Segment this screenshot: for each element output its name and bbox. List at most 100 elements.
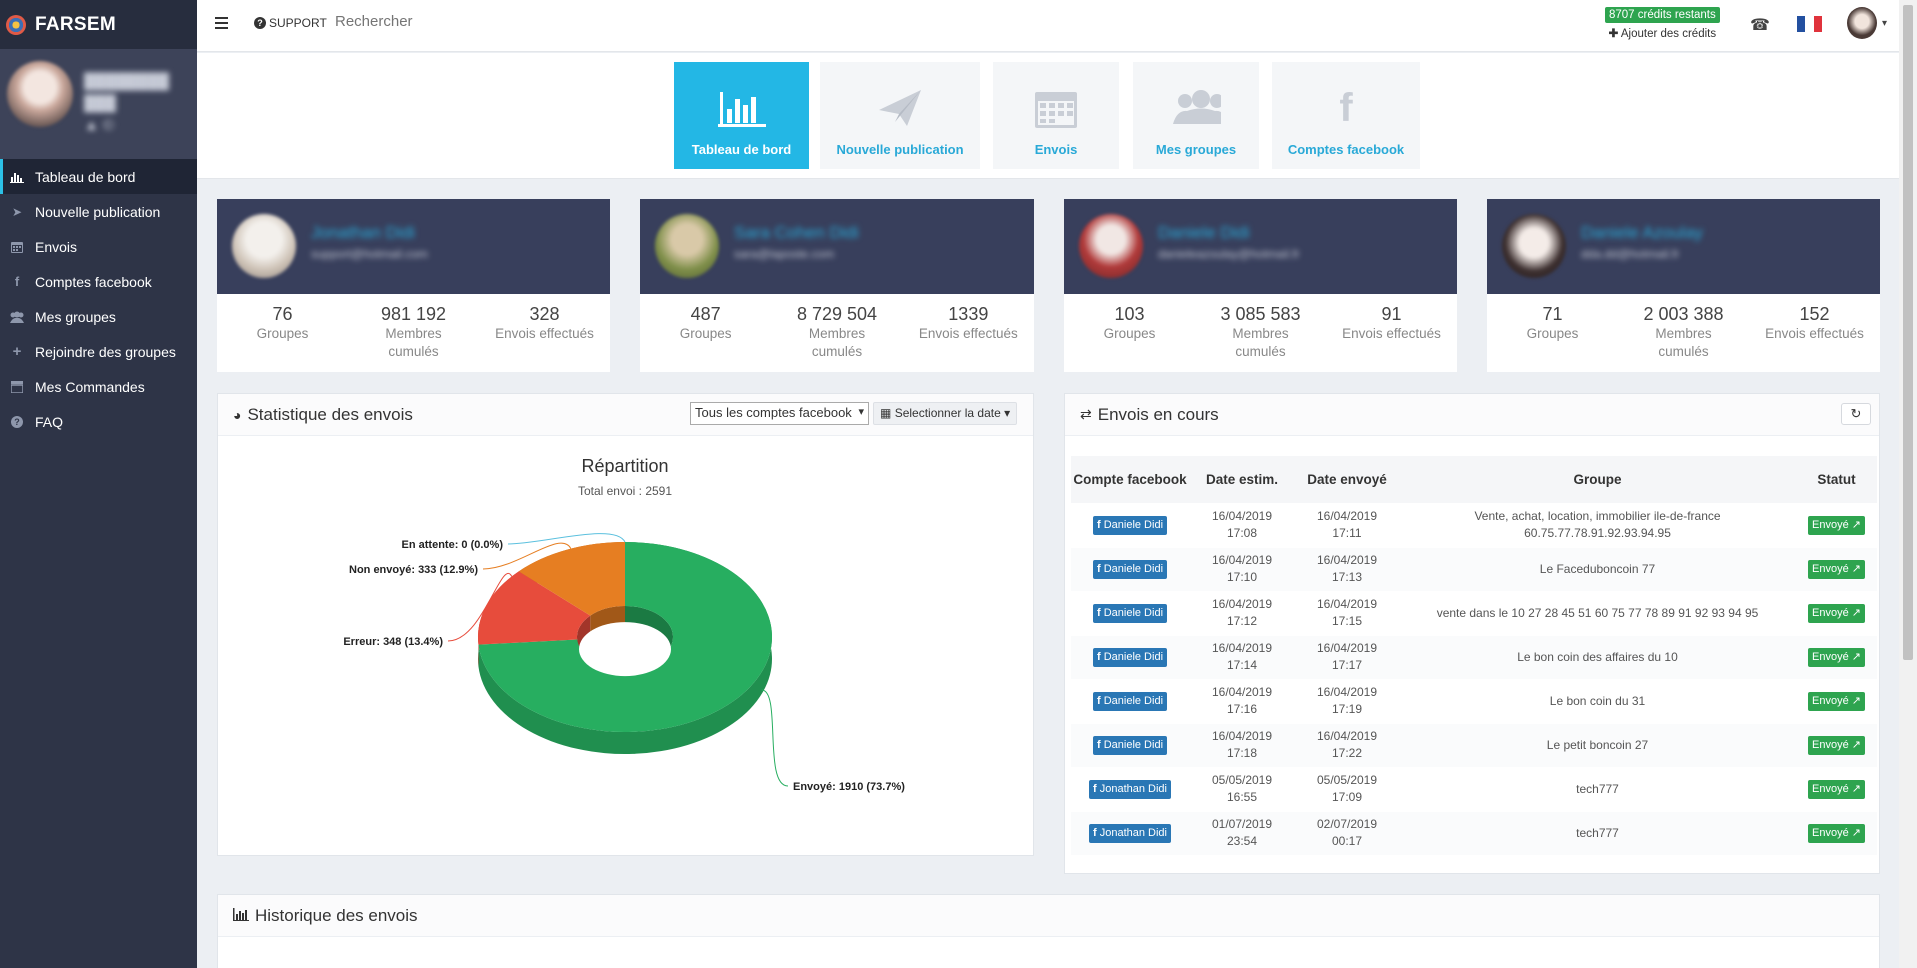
sidebar-item-mes-groupes[interactable]: Mes groupes xyxy=(0,299,197,334)
panel-header: ⇄ Envois en cours ↻ xyxy=(1065,394,1879,436)
stats-panel: ◕ Statistique des envois Tous les compte… xyxy=(217,393,1034,856)
pie-slice[interactable] xyxy=(478,571,591,645)
panel-title: Statistique des envois xyxy=(247,404,413,424)
user-profile[interactable]: ████████ ███ ▲ © xyxy=(0,49,197,159)
credits-widget: 8707 crédits restants ✚ Ajouter des créd… xyxy=(1605,5,1720,40)
account-card: Daniele Didi danieleazoulay@hotmail.fr 1… xyxy=(1064,199,1457,372)
tile-nouvelle-publication[interactable]: Nouvelle publication xyxy=(820,62,980,169)
sidebar-item-rejoindre-des-groupes[interactable]: + Rejoindre des groupes xyxy=(0,334,197,369)
cell-date-estim: 16/04/2019 17:08 xyxy=(1189,502,1295,547)
facebook-icon: f xyxy=(1092,782,1097,795)
cell-group: Le bon coin du 31 xyxy=(1399,678,1796,723)
sidebar-item-mes-commandes[interactable]: Mes Commandes xyxy=(0,369,197,404)
add-credits-link[interactable]: ✚ Ajouter des crédits xyxy=(1605,26,1720,40)
phone-icon[interactable]: ☎ xyxy=(1750,17,1770,34)
refresh-button[interactable]: ↻ xyxy=(1841,403,1871,425)
scrollbar-thumb[interactable] xyxy=(1903,5,1913,660)
search-input[interactable] xyxy=(335,13,535,30)
badge-label: Daniele Didi xyxy=(1103,650,1164,663)
pie-leader-line xyxy=(447,573,513,642)
sidebar-item-label: Nouvelle publication xyxy=(35,203,161,220)
user-avatar[interactable] xyxy=(1847,7,1877,39)
support-link[interactable]: ? SUPPORT xyxy=(254,16,327,30)
status-badge[interactable]: Envoyé ↗ xyxy=(1808,691,1865,711)
badge-label: Daniele Didi xyxy=(1103,694,1164,707)
envois-table: Compte facebook Date estim. Date envoyé … xyxy=(1071,456,1877,855)
sidebar-item-label: Envois xyxy=(35,238,78,255)
cell-date-sent: 16/04/2019 17:11 xyxy=(1295,502,1399,547)
cell-date-estim: 16/04/2019 17:10 xyxy=(1189,546,1295,591)
chevron-down-icon[interactable]: ▾ xyxy=(1882,18,1888,29)
status-badge[interactable]: Envoyé ↗ xyxy=(1808,823,1865,843)
stat-groups: 71 Groupes xyxy=(1487,304,1618,361)
users-icon xyxy=(8,311,26,323)
tile-mes-groupes[interactable]: Mes groupes xyxy=(1133,62,1259,169)
facebook-account-badge[interactable]: f Daniele Didi xyxy=(1092,603,1168,623)
status-badge[interactable]: Envoyé ↗ xyxy=(1808,779,1865,799)
facebook-icon: f xyxy=(1092,826,1097,839)
facebook-account-badge[interactable]: f Daniele Didi xyxy=(1092,691,1168,711)
tile-label: Mes groupes xyxy=(1155,142,1237,157)
facebook-account-badge[interactable]: f Jonathan Didi xyxy=(1088,779,1171,799)
brand[interactable]: FARSEM xyxy=(0,0,197,49)
cell-group: tech777 xyxy=(1399,810,1796,855)
table-header-row: Compte facebook Date estim. Date envoyé … xyxy=(1071,456,1877,503)
cell-date-estim: 05/05/2019 16:55 xyxy=(1189,766,1295,811)
badge-label: Daniele Didi xyxy=(1103,562,1164,575)
credits-badge: 8707 crédits restants xyxy=(1605,7,1720,23)
account-select[interactable]: Tous les comptes facebook xyxy=(690,402,869,425)
sidebar-item-envois[interactable]: Envois xyxy=(0,229,197,264)
sidebar-item-label: Rejoindre des groupes xyxy=(35,343,176,360)
sidebar-item-comptes-facebook[interactable]: f Comptes facebook xyxy=(0,264,197,299)
badge-label: Daniele Didi xyxy=(1103,738,1164,751)
pie-slice[interactable] xyxy=(478,542,772,732)
stat-value: 3 085 583 xyxy=(1220,304,1301,324)
status-label: Envoyé xyxy=(1812,826,1849,839)
date-picker-button[interactable]: ▦ Selectionner la date ▾ xyxy=(873,402,1018,425)
account-stats: 103 Groupes 3 085 583 Membres cumulés 91 En… xyxy=(1064,294,1457,361)
avatar xyxy=(1079,214,1143,278)
status-badge[interactable]: Envoyé ↗ xyxy=(1808,735,1865,755)
stat-members: 8 729 504 Membres cumulés xyxy=(771,304,902,361)
cell-status: Envoyé ↗ xyxy=(1796,634,1877,679)
stat-value: 328 xyxy=(529,304,560,324)
account-email-blurred: sara@laposte.com xyxy=(734,247,835,261)
pie-chart: Répartition Total envoi : 2591 Envoyé: 1… xyxy=(343,456,905,793)
cell-status: Envoyé ↗ xyxy=(1796,678,1877,723)
status-badge[interactable]: Envoyé ↗ xyxy=(1808,515,1865,535)
facebook-icon: f xyxy=(1096,562,1101,575)
sidebar-item-faq[interactable]: ? FAQ xyxy=(0,404,197,439)
stat-label: Envois effectués xyxy=(495,326,594,341)
avatar xyxy=(232,214,296,278)
external-link-icon: ↗ xyxy=(1851,738,1861,751)
account-name-blurred: Daniele Didi xyxy=(1158,223,1250,242)
facebook-account-badge[interactable]: f Daniele Didi xyxy=(1092,647,1168,667)
account-card: Sara Cohen Didi sara@laposte.com 487 Grou… xyxy=(640,199,1034,372)
facebook-account-badge[interactable]: f Daniele Didi xyxy=(1092,515,1168,535)
envois-panel: ⇄ Envois en cours ↻ Compte facebook Date… xyxy=(1064,393,1880,874)
sidebar-item-tableau-de-bord[interactable]: Tableau de bord xyxy=(0,159,197,194)
status-badge[interactable]: Envoyé ↗ xyxy=(1808,559,1865,579)
status-badge[interactable]: Envoyé ↗ xyxy=(1808,647,1865,667)
scrollbar[interactable] xyxy=(1899,0,1917,968)
paper-plane-icon xyxy=(875,88,925,128)
facebook-icon: f xyxy=(1096,606,1101,619)
cell-account: f Daniele Didi xyxy=(1071,502,1189,547)
hamburger-menu-icon[interactable] xyxy=(215,17,228,29)
facebook-account-badge[interactable]: f Daniele Didi xyxy=(1092,735,1168,755)
pie-slice[interactable] xyxy=(518,542,625,616)
cell-status: Envoyé ↗ xyxy=(1796,722,1877,767)
tile-comptes-facebook[interactable]: f Comptes facebook xyxy=(1272,62,1420,169)
french-flag-icon[interactable] xyxy=(1797,16,1822,32)
quick-nav: Tableau de bord Nouvelle publication Env… xyxy=(197,53,1899,179)
status-badge[interactable]: Envoyé ↗ xyxy=(1808,603,1865,623)
stat-value: 981 192 xyxy=(380,304,447,324)
cell-account: f Daniele Didi xyxy=(1071,634,1189,679)
account-card-header: Daniele Didi danieleazoulay@hotmail.fr xyxy=(1064,199,1457,294)
tile-envois[interactable]: Envois xyxy=(993,62,1119,169)
calendar-icon xyxy=(8,241,26,253)
facebook-account-badge[interactable]: f Jonathan Didi xyxy=(1088,823,1171,843)
tile-tableau-de-bord[interactable]: Tableau de bord xyxy=(674,62,809,169)
sidebar-item-nouvelle-publication[interactable]: ➤ Nouvelle publication xyxy=(0,194,197,229)
facebook-account-badge[interactable]: f Daniele Didi xyxy=(1092,559,1168,579)
